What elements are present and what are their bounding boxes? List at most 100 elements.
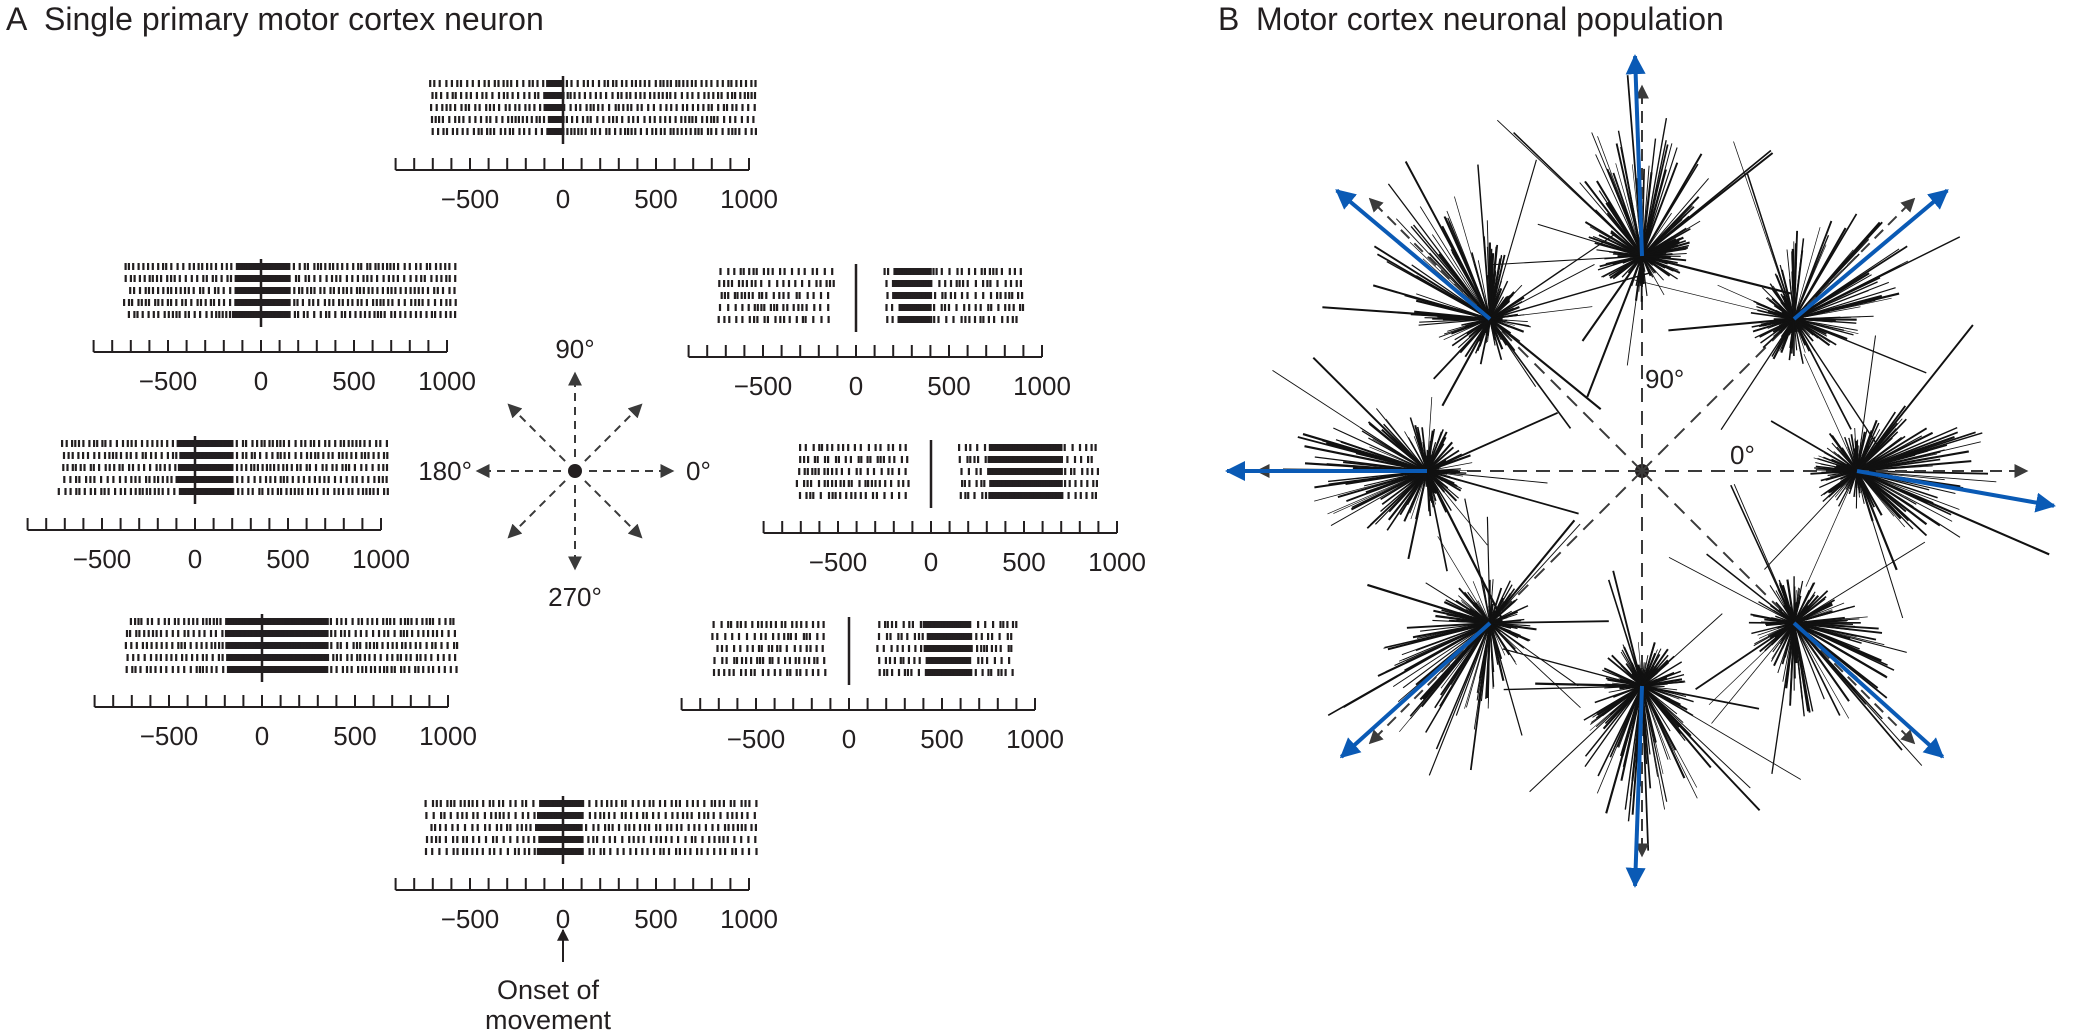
neuron-vector (1489, 587, 1503, 624)
neuron-vector (1496, 119, 1643, 257)
neuron-vector (1426, 470, 1462, 490)
neuron-cluster-45 (1634, 141, 1961, 449)
neuron-vector (1793, 221, 1881, 320)
neuron-vector (1793, 277, 1881, 320)
neuron-vector (1333, 427, 1428, 472)
neuron-vector (1414, 275, 1491, 320)
neuron-vector (1793, 245, 1908, 320)
neuron-vector (1426, 470, 1434, 508)
neuron-vector (1404, 161, 1491, 320)
neuron-vector (1485, 622, 1491, 699)
population-spoke (1489, 318, 1643, 472)
neuron-vector (1610, 231, 1643, 257)
neuron-vector (1584, 685, 1643, 767)
population-spoke (1641, 470, 1795, 624)
neuron-vector (1489, 622, 1523, 736)
neuron-vector (1803, 353, 1858, 472)
neuron-vector (1422, 622, 1491, 648)
neuron-vector (1761, 287, 1795, 320)
neuron-vector (1640, 255, 1643, 274)
population-vector-arrow (1792, 188, 1949, 321)
neuron-vector (1487, 318, 1491, 343)
neuron-vector (1856, 460, 1972, 473)
raster-tick-label: −500 (441, 904, 500, 934)
neuron-vector (1848, 470, 1858, 495)
neuron-vector (1489, 620, 1609, 624)
neuron-vector (1604, 685, 1643, 724)
neuron-cluster-90 (1493, 54, 1792, 398)
neuron-vector (1413, 436, 1428, 472)
neuron-vector (1335, 439, 1428, 472)
neuron-vector (1598, 190, 1643, 257)
neuron-vector (1468, 318, 1491, 338)
neuron-vector (1764, 470, 1858, 570)
neuron-vector (1312, 357, 1428, 472)
neuron-vector (1589, 685, 1643, 731)
raster-plot-90: −500 0 500 1000 (394, 76, 778, 214)
raster-tick-label: 0 (188, 544, 202, 574)
panel-a-header: A Single primary motor cortex neuron (6, 1, 544, 37)
raster-tick-label: 0 (924, 547, 938, 577)
population-label-0: 0° (1730, 440, 1755, 470)
onset-annotation: Onset of movement (485, 928, 612, 1035)
neuron-vector (1426, 470, 1461, 473)
neuron-vector (1489, 622, 1581, 709)
panel-b-header: B Motor cortex neuronal population (1218, 1, 1724, 37)
neuron-vector (1856, 452, 1864, 472)
neuron-vector (1641, 240, 1680, 257)
neuron-vector (1756, 306, 1795, 320)
neuron-vector (1751, 318, 1795, 328)
raster-plot-225: −500 0 500 1000 (93, 614, 477, 751)
neuron-vector (1489, 307, 1514, 320)
neuron-vector (1838, 470, 1858, 507)
movement-direction-arrow (1793, 197, 1916, 320)
raster-tick-label: 1000 (1013, 371, 1071, 401)
raster-tick-label: 1000 (720, 184, 778, 214)
neuron-vector (1855, 470, 1858, 509)
neuron-vector (1780, 318, 1795, 334)
neuron-vector (1472, 581, 1491, 624)
neuron-vector (1597, 685, 1643, 777)
movement-direction-arrow (1368, 197, 1491, 320)
neuron-vector (1641, 247, 1687, 257)
neuron-vector (1603, 667, 1643, 687)
neuron-vector (1410, 441, 1428, 472)
neuron-vector (1426, 411, 1558, 472)
neuron-vector (1426, 453, 1462, 472)
neuron-vector (1434, 622, 1491, 709)
neuron-vector (1369, 470, 1428, 525)
neuron-vector (1793, 318, 1834, 336)
neuron-vector (1856, 470, 1952, 516)
neuron-vector (1641, 153, 1703, 257)
neuron-vector (1489, 318, 1515, 326)
neuron-vector (1489, 523, 1581, 624)
neuron-vector (1489, 584, 1513, 624)
neuron-vector (1489, 622, 1509, 644)
neuron-vector (1416, 470, 1428, 519)
raster-tick-label: 500 (634, 904, 677, 934)
neuron-vector (1641, 215, 1690, 257)
neuron-vector (1641, 685, 1687, 698)
neuron-vector (1641, 685, 1760, 710)
panel-a-title: Single primary motor cortex neuron (44, 1, 544, 37)
neuron-vector (1856, 449, 1945, 472)
neuron-vector (1856, 436, 1955, 472)
neuron-vector (1856, 439, 1859, 472)
raster-tick-label: 0 (254, 366, 268, 396)
neuron-vector (1387, 183, 1491, 320)
neuron-vector (1591, 132, 1643, 257)
neuron-vector (1327, 470, 1428, 515)
neuron-vector (1856, 444, 1948, 472)
neuron-vector (1489, 621, 1503, 625)
direction-label-180: 180° (418, 456, 472, 486)
neuron-vector (1793, 318, 1837, 346)
neuron-vector (1805, 470, 1858, 587)
neuron-vector (1856, 470, 1928, 537)
raster-tick-label: 500 (333, 721, 376, 751)
neuron-vector (1441, 318, 1491, 407)
raster-tick-label: 1000 (1006, 724, 1064, 754)
neuron-vector (1385, 418, 1428, 472)
neuron-vector (1467, 591, 1491, 624)
neuron-vector (1488, 318, 1496, 341)
neuron-vector (1815, 469, 1858, 472)
